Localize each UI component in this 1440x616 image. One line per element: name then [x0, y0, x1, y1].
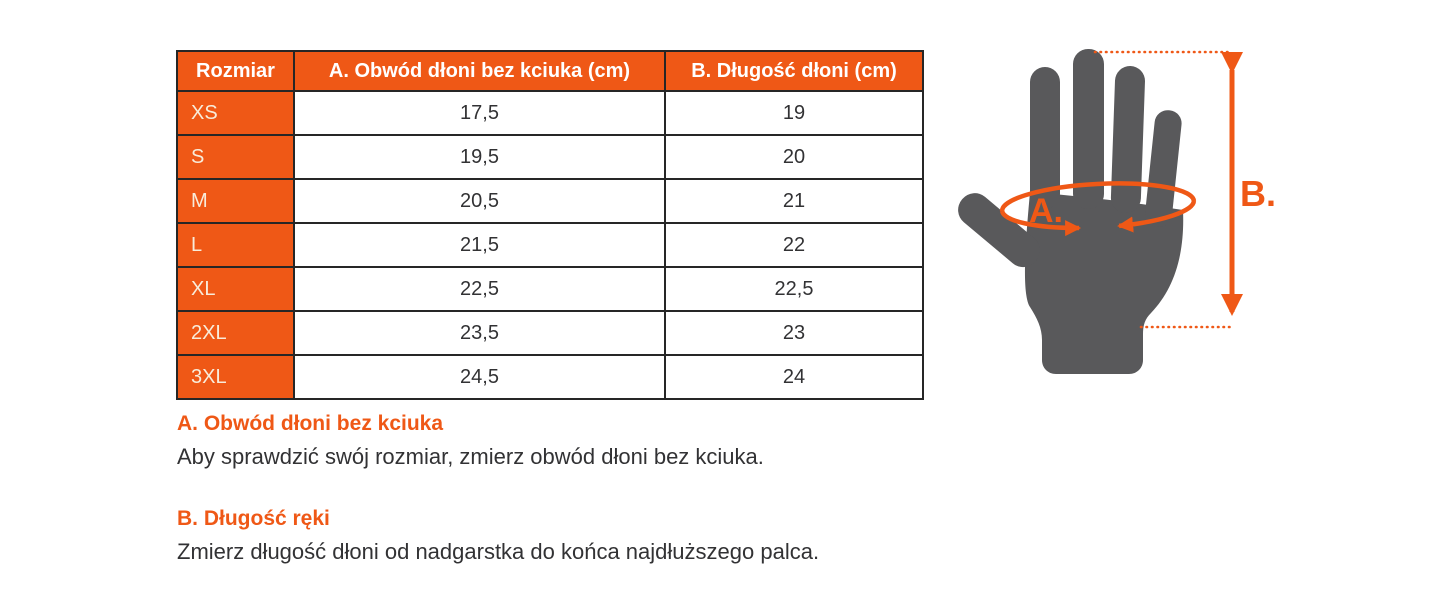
note-b-text: Zmierz długość dłoni od nadgarstka do ko…	[177, 539, 820, 564]
table-row: 2XL 23,5 23	[176, 310, 924, 356]
header-size: Rozmiar	[176, 50, 295, 92]
note-a-text: Aby sprawdzić swój rozmiar, zmierz obwód…	[177, 444, 764, 469]
label-a: A.	[1029, 192, 1063, 230]
table-row: XS 17,5 19	[176, 90, 924, 136]
hand-measure-diagram: A. B.	[958, 49, 1276, 374]
size-cell: L	[176, 222, 295, 268]
circumference-cell: 22,5	[293, 266, 666, 312]
size-cell: XL	[176, 266, 295, 312]
label-b: B.	[1240, 173, 1276, 214]
circumference-cell: 24,5	[293, 354, 666, 400]
length-cell: 20	[664, 134, 924, 180]
note-b-heading: B. Długość ręki	[177, 507, 330, 530]
length-cell: 21	[664, 178, 924, 224]
note-a-heading: A. Obwód dłoni bez kciuka	[177, 412, 444, 435]
length-cell: 22	[664, 222, 924, 268]
circumference-cell: 23,5	[293, 310, 666, 356]
size-cell: 3XL	[176, 354, 295, 400]
table-row: XL 22,5 22,5	[176, 266, 924, 312]
length-cell: 22,5	[664, 266, 924, 312]
size-cell: 2XL	[176, 310, 295, 356]
measurement-notes: A. Obwód dłoni bez kciuka Aby sprawdzić …	[177, 412, 957, 602]
circumference-cell: 17,5	[293, 90, 666, 136]
size-cell: M	[176, 178, 295, 224]
size-table-header-row: Rozmiar A. Obwód dłoni bez kciuka (cm) B…	[176, 50, 924, 92]
circumference-cell: 19,5	[293, 134, 666, 180]
measure-a-ellipse	[999, 181, 1197, 237]
table-row: 3XL 24,5 24	[176, 354, 924, 400]
circumference-cell: 21,5	[293, 222, 666, 268]
size-table: Rozmiar A. Obwód dłoni bez kciuka (cm) B…	[176, 50, 924, 400]
circumference-cell: 20,5	[293, 178, 666, 224]
table-row: M 20,5 21	[176, 178, 924, 224]
table-row: L 21,5 22	[176, 222, 924, 268]
length-cell: 23	[664, 310, 924, 356]
hand-silhouette-icon	[958, 49, 1184, 374]
length-cell: 24	[664, 354, 924, 400]
length-cell: 19	[664, 90, 924, 136]
table-row: S 19,5 20	[176, 134, 924, 180]
size-cell: XS	[176, 90, 295, 136]
header-circumference: A. Obwód dłoni bez kciuka (cm)	[293, 50, 666, 92]
size-cell: S	[176, 134, 295, 180]
header-length: B. Długość dłoni (cm)	[664, 50, 924, 92]
